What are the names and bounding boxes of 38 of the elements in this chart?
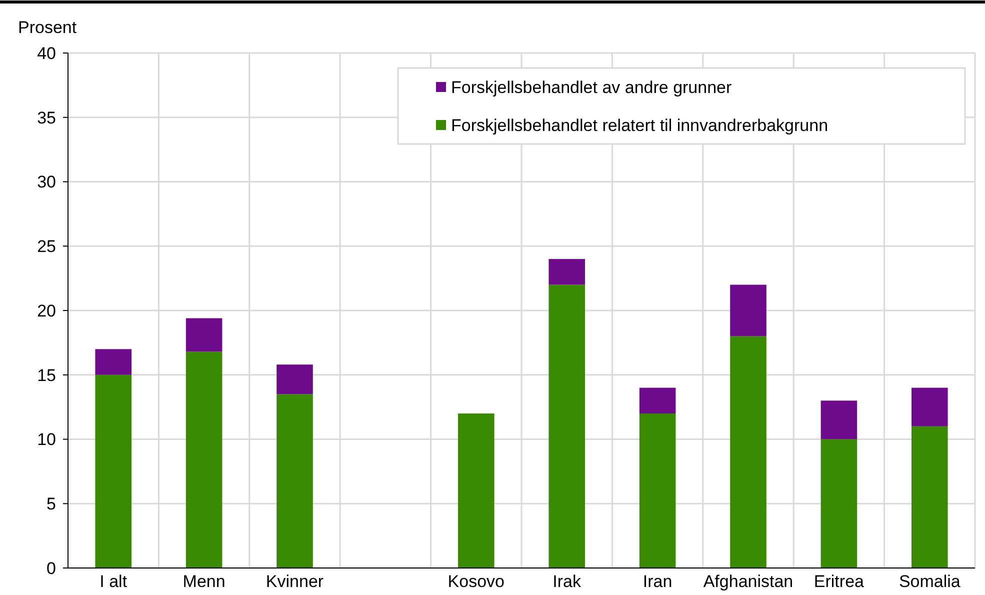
- y-tick-label: 35: [37, 108, 56, 128]
- y-tick-label: 25: [37, 237, 56, 256]
- legend-label: Forskjellsbehandlet av andre grunner: [451, 78, 732, 97]
- bar: [458, 414, 494, 568]
- bar: [820, 400, 858, 440]
- bar: [95, 349, 132, 375]
- bar: [639, 388, 676, 414]
- y-tick-label: 10: [37, 430, 56, 450]
- legend-label: Forskjellsbehandlet relatert til innvandrerbakgrunn: [451, 116, 828, 135]
- bar: [548, 284, 585, 568]
- y-tick-label: 15: [37, 366, 56, 385]
- bar: [912, 426, 948, 568]
- y-tick-label: 30: [37, 172, 56, 192]
- bar: [548, 259, 585, 285]
- x-tick-label: Irak: [552, 572, 582, 591]
- bar: [186, 352, 222, 568]
- x-tick-label: Afghanistan: [703, 572, 794, 591]
- bar: [730, 284, 766, 336]
- bar: [276, 394, 313, 568]
- bar: [730, 336, 766, 568]
- x-tick-label: Iran: [642, 572, 672, 591]
- y-tick-label: 5: [46, 494, 56, 514]
- y-axis-title: Prosent: [18, 18, 77, 37]
- x-tick-label: Somalia: [898, 572, 961, 591]
- bar: [186, 318, 222, 352]
- bar: [820, 439, 858, 568]
- y-tick-label: 0: [46, 558, 56, 578]
- x-tick-label: Kvinner: [266, 572, 324, 591]
- x-tick-label: Kosovo: [448, 572, 504, 591]
- x-tick-label: Eritrea: [814, 572, 865, 591]
- bar: [95, 374, 132, 568]
- y-tick-label: 40: [37, 44, 56, 63]
- x-tick-label: I alt: [100, 572, 128, 591]
- bar: [639, 414, 676, 568]
- bar: [912, 388, 948, 426]
- x-tick-label: Menn: [182, 572, 226, 591]
- bar: [276, 364, 313, 394]
- y-tick-label: 20: [37, 301, 56, 320]
